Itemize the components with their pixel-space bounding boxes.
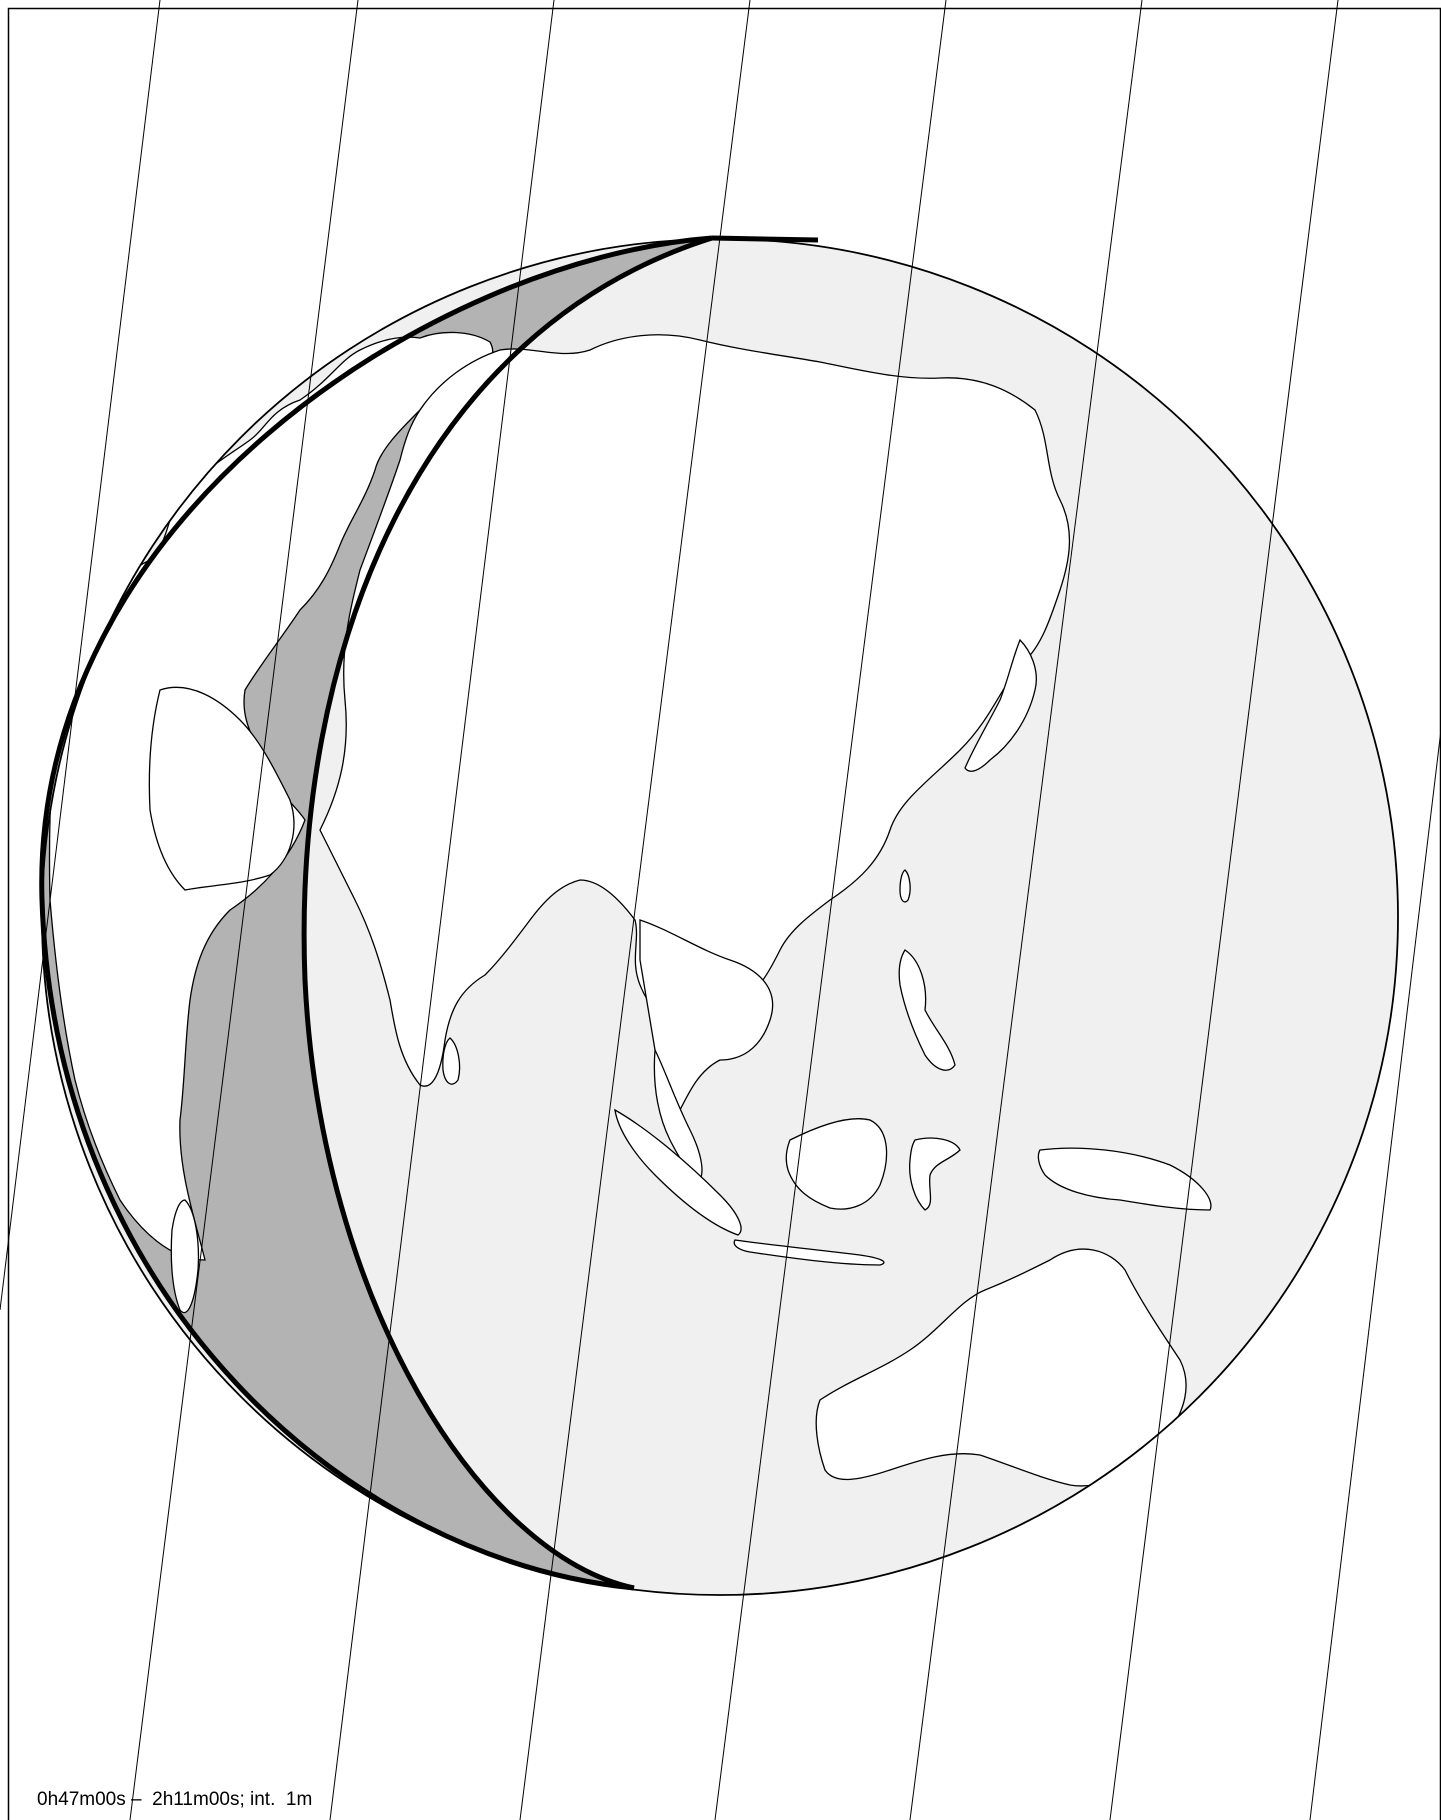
time-meridian-line — [1309, 729, 1441, 1820]
landmass-australia — [815, 1248, 1187, 1487]
landmass-arabia — [148, 686, 295, 891]
time-meridian-line — [519, 0, 751, 1820]
landmass-indochina — [639, 919, 774, 1112]
landmass-java — [733, 1239, 885, 1266]
terminator-outer — [39, 235, 713, 1591]
terminator-inner — [301, 235, 713, 1591]
landmass-philippines — [898, 949, 956, 1071]
landmass-japan — [964, 638, 1037, 772]
time-range-caption: 0h47m00s – 2h11m00s; int. 1m — [37, 1789, 313, 1810]
time-meridian-line — [1109, 0, 1339, 1820]
landmass-new-guinea — [1037, 1147, 1212, 1211]
time-meridian-line — [0, 0, 161, 1311]
time-meridian-line — [909, 0, 1143, 1820]
landmass-taiwan — [899, 869, 911, 903]
landmass-sri-lanka — [442, 1037, 461, 1085]
time-meridian-line — [329, 0, 555, 1820]
landmass-sumatra — [614, 1108, 742, 1236]
terminator-top-cap — [711, 235, 819, 243]
landmass-madagascar — [170, 1199, 200, 1314]
time-meridian-line — [714, 0, 947, 1820]
landmass-sulawesi — [909, 1137, 961, 1211]
time-meridian-line — [129, 0, 359, 1820]
landmass-borneo — [785, 1118, 888, 1210]
